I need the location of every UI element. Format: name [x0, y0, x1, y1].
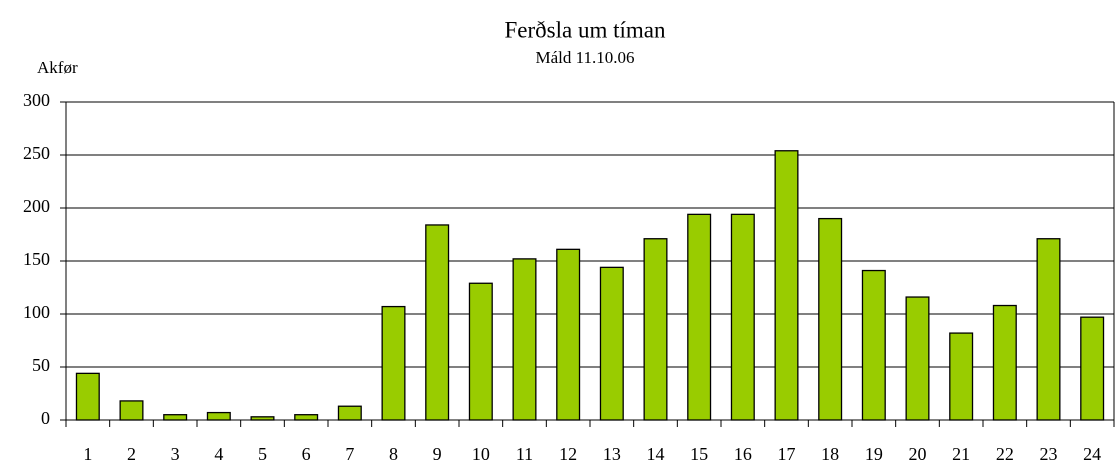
- x-tick-label: 8: [389, 444, 398, 464]
- bar: [992, 304, 1017, 421]
- x-tick-label: 2: [127, 444, 136, 464]
- y-tick-label: 0: [41, 408, 50, 428]
- x-tick-label: 22: [996, 444, 1014, 464]
- bar: [512, 258, 537, 421]
- bar: [643, 238, 668, 421]
- x-tick-label: 3: [171, 444, 180, 464]
- chart-title: Ferðsla um tíman: [505, 17, 666, 42]
- bar: [163, 414, 188, 421]
- y-axis-label: Akfør: [37, 58, 78, 77]
- bar: [1080, 316, 1105, 421]
- bar: [337, 405, 362, 421]
- y-tick-label: 150: [23, 249, 50, 269]
- bar: [949, 332, 974, 421]
- bar: [119, 400, 144, 421]
- x-tick-label: 24: [1083, 444, 1101, 464]
- x-tick-label: 14: [647, 444, 665, 464]
- bar: [556, 248, 581, 421]
- bar: [250, 416, 275, 421]
- chart-subtitle: Máld 11.10.06: [535, 48, 634, 67]
- x-tick-label: 16: [734, 444, 752, 464]
- x-tick-label: 12: [559, 444, 577, 464]
- x-tick-label: 18: [821, 444, 839, 464]
- x-tick-label: 23: [1040, 444, 1058, 464]
- bar: [381, 305, 406, 421]
- bar: [468, 282, 493, 421]
- bar: [730, 213, 755, 421]
- x-tick-label: 20: [909, 444, 927, 464]
- x-tick-label: 11: [516, 444, 533, 464]
- x-tick-label: 15: [690, 444, 708, 464]
- y-tick-label: 300: [23, 90, 50, 110]
- x-tick-label: 5: [258, 444, 267, 464]
- x-tick-label: 7: [345, 444, 354, 464]
- y-tick-label: 100: [23, 302, 50, 322]
- x-tick-label: 4: [214, 444, 223, 464]
- bar: [75, 372, 100, 421]
- bar: [774, 150, 799, 421]
- x-tick-label: 6: [302, 444, 311, 464]
- y-tick-label: 50: [32, 355, 50, 375]
- x-tick-label: 1: [83, 444, 92, 464]
- x-tick-label: 19: [865, 444, 883, 464]
- y-tick-label: 250: [23, 143, 50, 163]
- bar: [861, 269, 886, 421]
- y-tick-label: 200: [23, 196, 50, 216]
- bar: [599, 266, 624, 421]
- bar: [1036, 238, 1061, 421]
- x-tick-label: 13: [603, 444, 621, 464]
- x-tick-label: 10: [472, 444, 490, 464]
- bar: [294, 414, 319, 421]
- bar: [687, 213, 712, 421]
- bar: [425, 224, 450, 421]
- x-tick-label: 9: [433, 444, 442, 464]
- bar: [818, 217, 843, 421]
- x-tick-label: 21: [952, 444, 970, 464]
- x-tick-label: 17: [778, 444, 796, 464]
- bar: [206, 411, 231, 421]
- bar: [905, 296, 930, 421]
